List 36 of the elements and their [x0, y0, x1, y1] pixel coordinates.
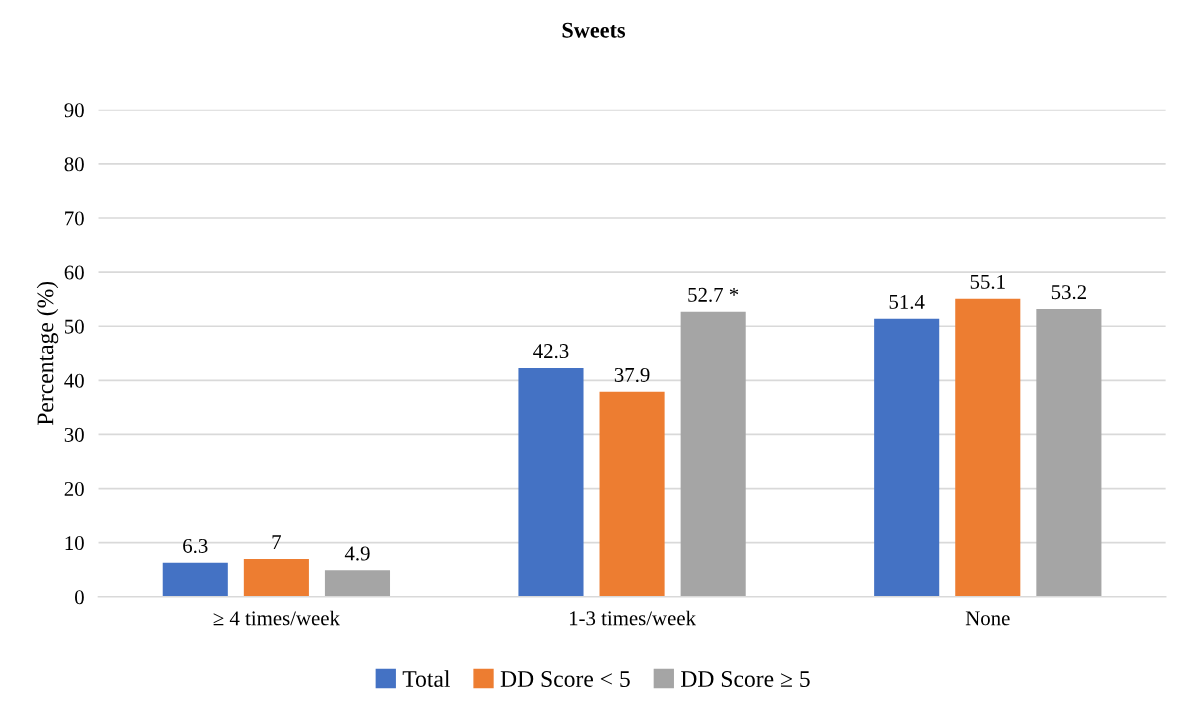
bar — [955, 298, 1021, 597]
y-tick-label: 60 — [64, 265, 84, 280]
bar — [1036, 308, 1102, 597]
data-label: 4.9 — [344, 546, 370, 561]
y-tick-label: 40 — [64, 373, 84, 388]
bar — [324, 570, 391, 597]
bar — [243, 558, 309, 597]
data-label: 6.3 — [183, 538, 208, 553]
data-label: 51.4 — [889, 294, 925, 309]
legend-label: Total — [402, 670, 450, 687]
y-tick-label: 50 — [65, 319, 84, 334]
y-axis-title: Percentage (%) — [36, 281, 59, 426]
bar — [162, 562, 228, 597]
y-tick-label: 10 — [65, 536, 84, 551]
data-label: 53.2 — [1051, 285, 1086, 300]
legend-label: DD Score < 5 — [500, 671, 630, 687]
y-tick-label: 20 — [64, 481, 84, 496]
y-tick-label: 80 — [64, 157, 84, 172]
y-tick-label: 0 — [75, 590, 84, 605]
x-tick-label: None — [965, 611, 1010, 626]
legend-label: DD Score ≥ 5 — [681, 671, 810, 687]
y-tick-label: 30 — [64, 427, 84, 442]
data-label: 7 — [272, 535, 281, 549]
bar — [680, 311, 746, 597]
y-tick-label: 90 — [64, 103, 84, 118]
bar — [874, 318, 940, 597]
data-label: 37.9 — [614, 367, 650, 383]
bar — [518, 367, 584, 597]
data-label: 55.1 — [970, 274, 1005, 289]
data-label: 42.3 — [533, 344, 569, 359]
data-label: 52.7 * — [688, 287, 739, 302]
y-tick-label: 70 — [65, 211, 84, 226]
x-tick-label: 1-3 times/week — [569, 610, 697, 626]
bar — [599, 391, 665, 597]
x-tick-label: ≥ 4 times/week — [213, 610, 340, 626]
chart-title: Sweets — [562, 22, 626, 38]
